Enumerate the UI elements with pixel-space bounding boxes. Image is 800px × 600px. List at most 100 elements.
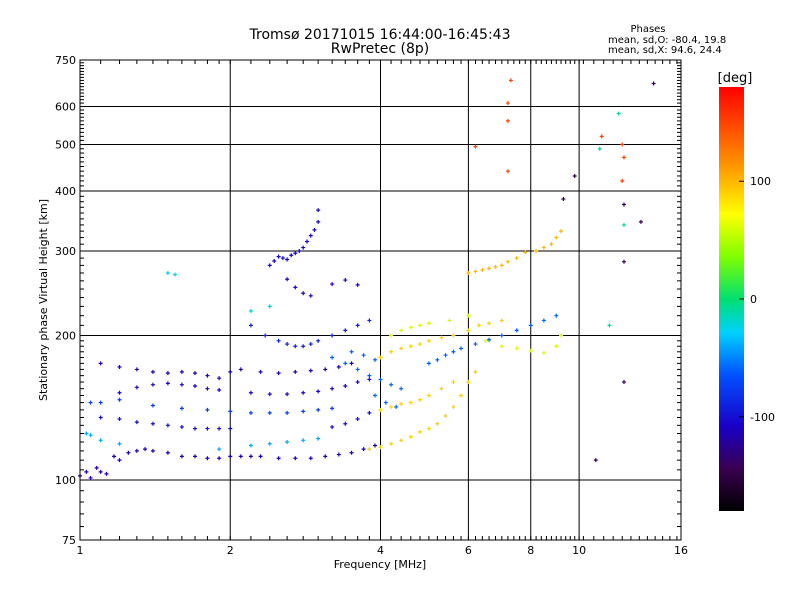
data-point bbox=[205, 386, 210, 391]
data-point bbox=[378, 407, 383, 412]
data-point bbox=[499, 318, 504, 323]
data-point bbox=[487, 321, 492, 326]
data-point bbox=[330, 406, 335, 411]
data-point bbox=[165, 270, 170, 275]
data-point bbox=[399, 438, 404, 443]
data-point bbox=[301, 245, 306, 250]
data-point bbox=[597, 146, 602, 151]
data-point bbox=[443, 353, 448, 358]
data-point bbox=[263, 333, 268, 338]
y-tick-label: 500 bbox=[55, 139, 76, 152]
data-point bbox=[373, 357, 378, 362]
data-point bbox=[607, 323, 612, 328]
data-point bbox=[559, 229, 564, 234]
x-tick-label: 16 bbox=[674, 544, 688, 557]
data-point bbox=[399, 386, 404, 391]
data-point bbox=[389, 382, 394, 387]
data-point bbox=[248, 390, 253, 395]
data-point bbox=[367, 410, 372, 415]
data-point bbox=[621, 202, 626, 207]
data-point bbox=[193, 426, 198, 431]
data-point bbox=[217, 388, 222, 393]
x-tick-label: 1 bbox=[77, 544, 84, 557]
data-point bbox=[165, 423, 170, 428]
y-tick-label: 750 bbox=[55, 54, 76, 67]
data-point bbox=[499, 344, 504, 349]
data-point bbox=[523, 250, 528, 255]
data-point bbox=[228, 454, 233, 459]
data-point bbox=[238, 367, 243, 372]
data-point bbox=[150, 382, 155, 387]
data-point bbox=[276, 456, 281, 461]
data-point bbox=[367, 318, 372, 323]
y-tick-label: 75 bbox=[62, 534, 76, 547]
data-point bbox=[378, 377, 383, 382]
data-point bbox=[514, 256, 519, 261]
data-point bbox=[316, 338, 321, 343]
data-point bbox=[301, 291, 306, 296]
data-point bbox=[193, 454, 198, 459]
data-point bbox=[505, 259, 510, 264]
data-point bbox=[301, 344, 306, 349]
stats-heading: Phases bbox=[630, 24, 665, 35]
data-point bbox=[572, 173, 577, 178]
data-point bbox=[165, 371, 170, 376]
data-point bbox=[621, 259, 626, 264]
data-point bbox=[330, 333, 335, 338]
data-point bbox=[84, 469, 89, 474]
data-point bbox=[389, 349, 394, 354]
data-point bbox=[621, 222, 626, 227]
data-point bbox=[193, 383, 198, 388]
data-point bbox=[308, 456, 313, 461]
data-point bbox=[349, 349, 354, 354]
data-point bbox=[367, 447, 372, 452]
data-point bbox=[418, 429, 423, 434]
data-point bbox=[378, 355, 383, 360]
data-point bbox=[399, 402, 404, 407]
data-point bbox=[447, 318, 452, 323]
data-point bbox=[117, 397, 122, 402]
data-point bbox=[248, 308, 253, 313]
data-point bbox=[620, 178, 625, 183]
y-tick-label: 300 bbox=[55, 245, 76, 258]
data-point bbox=[473, 144, 478, 149]
data-point bbox=[505, 101, 510, 106]
data-point bbox=[117, 417, 122, 422]
x-tick-label: 2 bbox=[227, 544, 234, 557]
data-point bbox=[541, 318, 546, 323]
data-point bbox=[280, 256, 285, 261]
data-point bbox=[378, 445, 383, 450]
data-point bbox=[367, 377, 372, 382]
data-point bbox=[285, 410, 290, 415]
data-point bbox=[451, 404, 456, 409]
y-tick-label: 200 bbox=[55, 330, 76, 343]
x-tick-label: 10 bbox=[572, 544, 586, 557]
colorbar-ticks: 100 0 -100 bbox=[739, 175, 775, 424]
data-point bbox=[638, 219, 643, 224]
data-point bbox=[104, 471, 109, 476]
data-point bbox=[134, 448, 139, 453]
data-point bbox=[316, 219, 321, 224]
data-point bbox=[418, 342, 423, 347]
data-point bbox=[150, 369, 155, 374]
data-point bbox=[534, 249, 539, 254]
data-point bbox=[308, 233, 313, 238]
data-point bbox=[205, 426, 210, 431]
data-point bbox=[459, 346, 464, 351]
x-tick-label: 4 bbox=[377, 544, 384, 557]
data-point bbox=[301, 390, 306, 395]
data-point bbox=[418, 397, 423, 402]
data-point bbox=[248, 443, 253, 448]
data-point bbox=[418, 323, 423, 328]
data-point bbox=[134, 367, 139, 372]
y-tick-label: 400 bbox=[55, 185, 76, 198]
data-point bbox=[143, 447, 148, 452]
data-point bbox=[217, 376, 222, 381]
data-point bbox=[285, 342, 290, 347]
data-point bbox=[276, 254, 281, 259]
data-point bbox=[112, 454, 117, 459]
colorbar-tick-label: 100 bbox=[750, 175, 771, 188]
data-point bbox=[343, 421, 348, 426]
data-point bbox=[172, 272, 177, 277]
